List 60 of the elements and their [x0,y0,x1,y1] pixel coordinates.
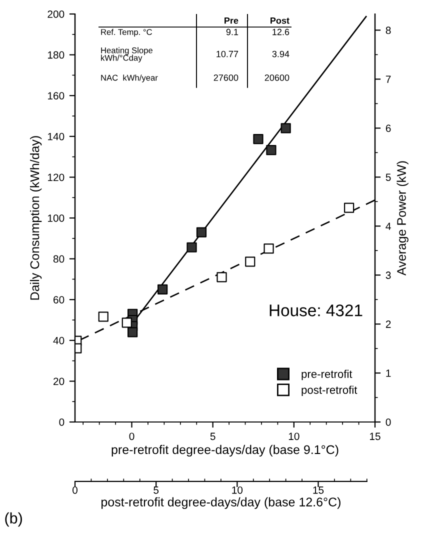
point [264,244,274,254]
y2-tick-label: 3 [386,272,391,279]
annotation: 12.6 [272,28,290,36]
y-tick-label: 200 [48,10,64,18]
legend-label: post-retrofit [302,386,358,396]
y2-tick-label: 8 [386,26,391,34]
annotation: Pre [224,17,238,24]
annotation: Heating Slope kWh/°Cday [101,47,152,62]
y-axis-title: Daily Consumption (kWh/day) [30,136,42,300]
x-tick-label: 15 [370,432,380,440]
point [98,312,108,322]
y2-tick-label: 6 [386,124,391,132]
point [122,318,132,328]
annotation: 27600 [214,74,238,81]
y-tick-label: 140 [48,132,64,140]
y2-tick-label: 2 [386,320,391,328]
annotation: Post [270,17,290,24]
x-tick-label: 10 [288,432,300,440]
y2-tick-label: 1 [386,370,391,377]
x2-tick-label: 10 [232,486,243,494]
x-tick-label: 0 [129,432,134,440]
annotation: Ref. Temp. °C [101,28,152,37]
y-tick-label: 20 [54,378,64,386]
y-tick-label: 120 [48,174,64,182]
point [245,256,256,267]
annotation: 3.94 [272,50,290,58]
point [280,123,291,134]
point [196,227,207,238]
annotation: NAC kWh/year [101,74,158,82]
point [344,202,354,213]
y-tick-label: 160 [48,92,64,100]
point [158,284,168,294]
text: (b) [5,512,22,527]
x2-tick-label: 5 [154,486,159,494]
x-axis-title: pre-retrofit degree-days/day (base 9.1°C) [112,444,338,457]
x-tick-label: 5 [210,432,216,440]
x2-tick-label: 15 [313,486,324,494]
y-tick-label: 40 [53,336,64,344]
annotation: House: 4321 [270,304,362,316]
y-tick-label: 80 [53,255,64,263]
annotation: 9.1 [226,28,238,36]
point [266,145,276,156]
point [216,272,227,282]
y2-tick-label: 5 [386,174,391,181]
y-tick-label: 60 [54,296,64,304]
point [186,242,197,252]
y2-tick-label: 4 [386,222,391,230]
y-tick-label: 180 [48,51,64,59]
x2-tick-label: 0 [72,486,78,494]
x2-axis-title: post-retrofit degree-days/day (base 12.6°C) [101,497,340,509]
y2-tick-label: 0 [386,418,391,426]
annotation: 20600 [264,74,290,81]
point [128,327,138,338]
y2-tick-label: 7 [386,76,391,83]
y-tick-label: 0 [59,418,64,426]
y-tick-label: 100 [48,214,64,222]
point [253,134,264,144]
y2-axis-title: Average Power (kW) [396,161,408,276]
annotation: 10.77 [216,50,238,58]
legend-label: pre-retrofit [302,370,352,380]
